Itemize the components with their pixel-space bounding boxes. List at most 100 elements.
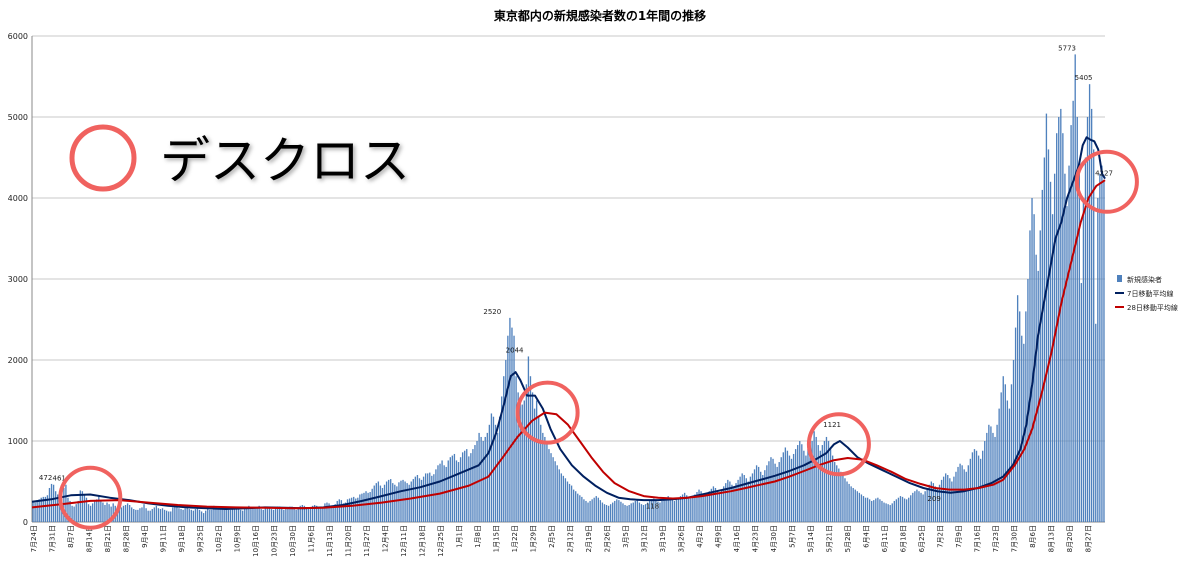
bar — [133, 509, 135, 522]
bar — [1103, 179, 1105, 523]
bar — [1031, 198, 1033, 522]
bar — [172, 507, 174, 522]
bar — [942, 476, 945, 522]
x-tick-label: 11月27日 — [363, 525, 371, 557]
data-label: 118 — [646, 502, 659, 510]
bar — [770, 457, 772, 522]
bar — [112, 503, 114, 522]
x-tick-label: 12月11日 — [400, 525, 408, 557]
bar — [318, 507, 320, 522]
bar — [57, 494, 59, 522]
bar — [566, 481, 569, 522]
bar — [116, 508, 118, 522]
bar — [743, 475, 745, 522]
bar — [990, 426, 992, 522]
bar — [334, 504, 336, 522]
bar — [422, 476, 425, 522]
bar — [211, 509, 213, 522]
x-tick-label: 9月11日 — [160, 525, 168, 552]
bar — [938, 484, 941, 522]
bar — [694, 494, 696, 522]
bar — [988, 424, 990, 522]
x-tick-label: 6月11日 — [881, 525, 889, 552]
bar — [34, 502, 36, 522]
bar — [628, 504, 630, 522]
bar — [807, 449, 809, 522]
data-label: 2044 — [506, 346, 524, 354]
bar — [147, 510, 149, 522]
bar — [67, 497, 69, 522]
x-tick-label: 5月14日 — [807, 525, 815, 552]
bar — [710, 488, 713, 522]
x-tick-label: 1月29日 — [530, 525, 538, 552]
bar — [852, 487, 854, 522]
bar — [698, 489, 700, 522]
bar — [782, 452, 784, 522]
bar — [801, 444, 803, 522]
bar — [920, 492, 922, 522]
bar — [151, 509, 153, 522]
bar — [930, 481, 932, 522]
bar — [511, 327, 513, 522]
bar — [579, 495, 581, 522]
bar — [895, 499, 898, 522]
data-label: 472 — [39, 474, 52, 482]
bar — [381, 487, 384, 522]
bar — [649, 500, 651, 522]
bar — [451, 455, 454, 522]
bar — [630, 503, 632, 522]
bar — [295, 509, 297, 522]
bar — [145, 508, 147, 522]
bar — [986, 432, 988, 522]
bar — [404, 481, 406, 522]
bar — [714, 487, 717, 522]
x-tick-label: 5月7日 — [789, 525, 797, 548]
bar — [496, 432, 499, 522]
bar — [955, 471, 957, 522]
bar — [875, 498, 877, 522]
bar — [706, 493, 708, 522]
bar — [755, 465, 758, 522]
bar — [877, 497, 879, 522]
bar — [344, 502, 347, 522]
bar — [669, 497, 671, 522]
bar — [842, 475, 844, 522]
bar — [893, 500, 895, 522]
bar — [1049, 181, 1052, 523]
bar — [435, 469, 437, 522]
bar — [731, 484, 733, 522]
bar — [135, 509, 137, 522]
bar — [1053, 173, 1056, 522]
bar — [346, 499, 349, 522]
bar — [1099, 173, 1101, 522]
bar — [219, 509, 221, 522]
bar — [1068, 165, 1070, 522]
bar — [780, 457, 782, 522]
bar — [250, 509, 252, 522]
bar — [607, 505, 610, 522]
bar — [702, 493, 704, 522]
bar — [408, 484, 410, 522]
x-tick-label: 7月9日 — [955, 525, 963, 548]
bar — [44, 496, 47, 522]
bar — [200, 511, 203, 522]
bar — [505, 360, 507, 522]
bar — [723, 486, 725, 522]
x-tick-label: 2月5日 — [548, 525, 556, 548]
bar — [443, 465, 445, 522]
bar — [237, 507, 240, 522]
bar — [272, 509, 275, 522]
bar — [1019, 311, 1021, 522]
bar — [478, 432, 480, 522]
bar — [338, 499, 340, 522]
bar — [889, 505, 891, 522]
x-tick-label: 8月21日 — [104, 525, 112, 552]
bar — [1095, 323, 1097, 522]
bar — [441, 460, 443, 522]
bar — [159, 509, 162, 522]
bar — [332, 506, 334, 522]
bar — [207, 506, 209, 522]
bar — [727, 479, 729, 522]
bar — [320, 508, 322, 522]
